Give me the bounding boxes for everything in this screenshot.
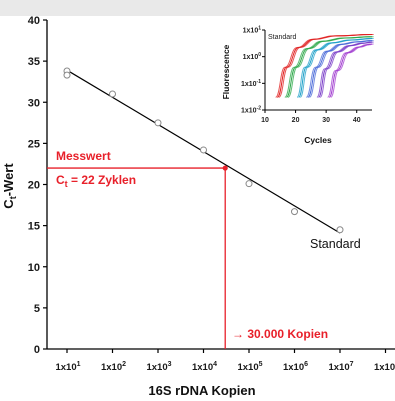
y-axis-title-subscript: t [8, 196, 18, 199]
inset-amplification-curve [308, 40, 374, 98]
x-tick-label-base: 1x10 [283, 362, 304, 373]
y-tick-label: 15 [28, 221, 40, 233]
measurement-label: Messwert [56, 149, 111, 163]
measurement-point [222, 165, 228, 171]
y-tick-label: 5 [34, 303, 40, 315]
y-axis-title-rest: -Wert [1, 163, 16, 197]
standard-point [63, 71, 71, 79]
x-tick-label-exponent: 1 [77, 361, 81, 368]
measurement-lines [47, 167, 226, 349]
inset-x-ticks: 10 20 30 40 [261, 110, 361, 124]
y-axis-title-c: C [1, 199, 16, 209]
inset-y-tick-base: 1x10 [243, 54, 259, 61]
inset-curves [275, 33, 374, 98]
ct-label-subscript: t [65, 179, 68, 189]
ct-label-c: C [56, 173, 65, 187]
inset-y-tick-exponent: 0 [258, 52, 261, 58]
x-tick-label-exponent: 3 [168, 361, 172, 368]
y-tick-label: 20 [28, 180, 40, 192]
inset-y-axis-title: Fluorescence [221, 44, 231, 99]
y-tick-label: 30 [28, 97, 40, 109]
x-tick-label-base: 1x10 [101, 362, 122, 373]
y-ticks: 0 5 10 15 20 25 30 35 40 [28, 15, 47, 356]
x-tick-label-base: 1x10 [237, 362, 258, 373]
x-tick-label-base: 1x10 [146, 362, 167, 373]
x-tick-label: 1x104 [192, 361, 217, 373]
standard-point [200, 146, 207, 154]
inset-y-tick-base: 1x10 [241, 81, 257, 88]
y-tick-label: 10 [28, 262, 40, 274]
x-tick-label-base: 1x10 [55, 362, 76, 373]
standard-point [336, 226, 344, 234]
inset-y-tick-base: 1x10 [241, 108, 257, 115]
ct-label: Ct = 22 Zyklen [56, 173, 136, 189]
x-tick-label-exponent: 4 [213, 361, 217, 368]
x-tick-label: 1x103 [146, 361, 171, 373]
x-axis-title: 16S rDNA Kopien [148, 383, 255, 398]
inset-legend-text: Standard [268, 34, 297, 41]
inset-y-tick-base: 1x10 [243, 28, 259, 35]
x-tick-label-base: 1x10 [192, 362, 213, 373]
inset-y-tick-exponent: -1 [257, 79, 262, 85]
data-points [63, 67, 344, 234]
inset-y-tick-label: 1x101 [243, 26, 262, 35]
y-tick-label: 40 [28, 15, 40, 27]
result-label: → 30.000 Kopien [232, 327, 328, 341]
x-tick-label: 1x102 [101, 361, 126, 373]
inset-y-tick-label: 1x10-1 [241, 79, 261, 88]
standard-point [154, 119, 162, 127]
inset-amplification-curve [287, 36, 374, 98]
y-axis-title: Ct-Wert [1, 163, 18, 209]
x-tick-label-exponent: 2 [122, 361, 126, 368]
y-tick-label: 0 [34, 344, 40, 356]
inset-y-tick-label: 1x100 [243, 52, 262, 61]
x-tick-label: 1x107 [328, 361, 353, 373]
standard-label: Standard [310, 237, 361, 251]
standard-point [245, 180, 253, 188]
x-tick-label-exponent: 7 [350, 361, 354, 368]
inset-x-tick-label: 10 [261, 117, 269, 124]
x-tick-label: 1x101 [55, 361, 80, 373]
y-tick-label: 35 [28, 56, 40, 68]
inset-x-tick-label: 30 [322, 117, 330, 124]
inset-y-tick-label: 1x10-2 [241, 106, 261, 115]
inset-y-tick-exponent: -2 [257, 106, 262, 112]
top-band [0, 0, 395, 16]
x-ticks: 1x1011x1021x1031x1041x1051x1061x1071x108 [55, 349, 395, 373]
inset-x-tick-label: 20 [292, 117, 300, 124]
inset-amplification-curve [278, 33, 374, 98]
x-tick-label-base: 1x10 [328, 362, 349, 373]
x-tick-label-exponent: 6 [304, 361, 308, 368]
standard-point [291, 208, 298, 216]
inset-amplification-curve [299, 38, 374, 98]
inset-amplification-curve [330, 43, 374, 98]
inset-x-tick-label: 40 [353, 117, 361, 124]
y-tick-label: 25 [28, 138, 40, 150]
ct-label-value: = 22 Zyklen [68, 173, 136, 187]
x-tick-label-exponent: 5 [259, 361, 263, 368]
x-tick-label: 1x106 [283, 361, 308, 373]
x-tick-label: 1x105 [237, 361, 262, 373]
standard-point [109, 90, 116, 98]
inset-y-tick-exponent: 1 [258, 26, 261, 32]
x-tick-label-base: 1x10 [374, 362, 395, 373]
x-tick-label: 1x108 [374, 361, 395, 373]
inset-x-axis-title: Cycles [304, 135, 332, 145]
inset-amplification-curve [319, 41, 374, 98]
inset-background [212, 22, 382, 150]
